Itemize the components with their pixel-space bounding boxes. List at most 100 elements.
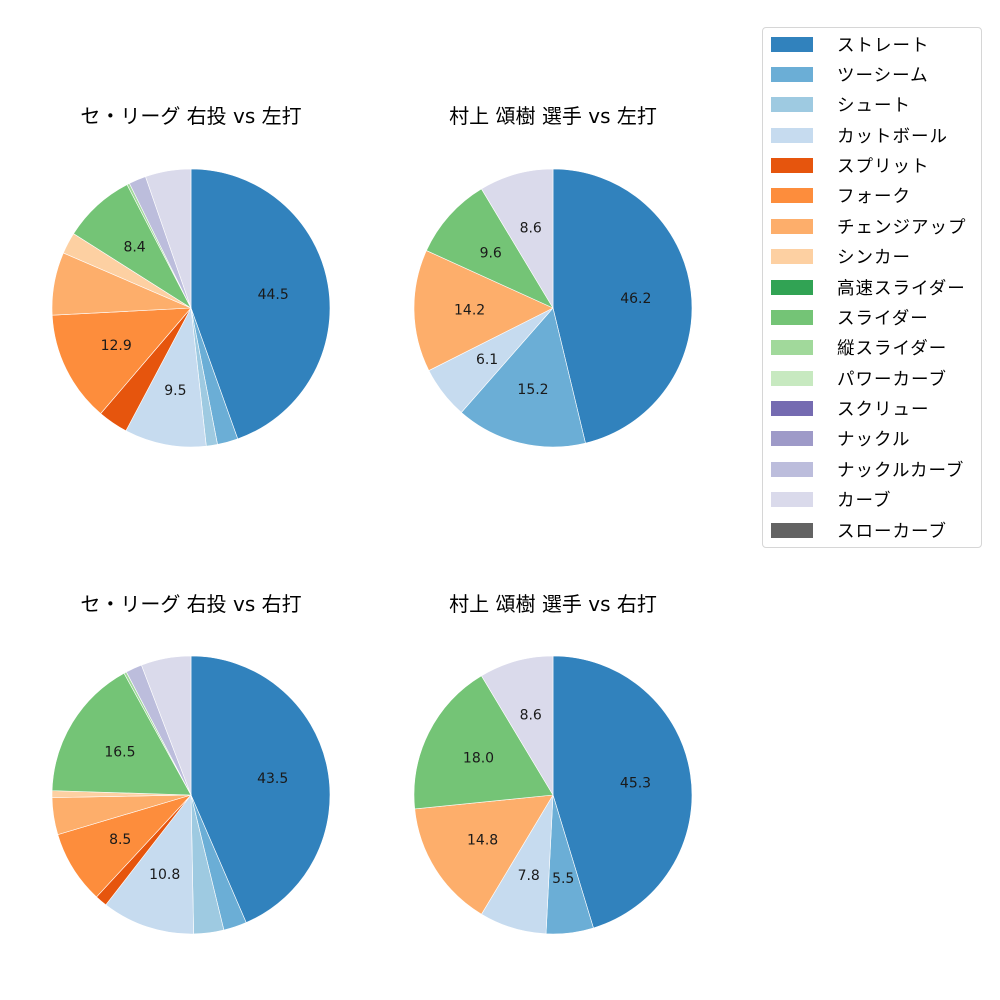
legend-swatch <box>771 339 813 355</box>
legend-label: チェンジアップ <box>837 217 967 238</box>
slice-value-label: 8.4 <box>123 240 145 256</box>
pie-chart: 43.5 10.8 8.5 16.5 <box>51 655 331 935</box>
legend-swatch <box>771 461 813 477</box>
pie-slice <box>414 794 554 915</box>
legend-label: シンカー <box>837 247 911 268</box>
legend-item: スライダー <box>771 306 929 329</box>
legend-swatch <box>771 491 813 507</box>
legend-item: シュート <box>771 93 911 116</box>
legend-item: スローカーブ <box>771 519 947 542</box>
legend-swatch <box>771 127 813 143</box>
legend-swatch <box>771 36 813 52</box>
pie-slice <box>413 675 554 810</box>
legend-item: 縦スライダー <box>771 336 948 359</box>
legend-swatch <box>771 370 813 386</box>
legend-swatch <box>771 430 813 446</box>
legend-swatch <box>771 309 813 325</box>
slice-value-label: 6.1 <box>476 352 498 368</box>
legend-item: スクリュー <box>771 397 930 420</box>
legend-label: ナックルカーブ <box>837 460 965 481</box>
legend-label: 高速スライダー <box>837 278 966 299</box>
legend-item: ツーシーム <box>771 63 929 86</box>
legend-swatch <box>771 96 813 112</box>
chart-title: 村上 頌樹 選手 vs 左打 <box>449 104 657 128</box>
pie-slice <box>190 168 331 440</box>
legend-label: ツーシーム <box>837 65 929 86</box>
pie-slice <box>125 306 207 448</box>
pie-slice <box>426 188 554 309</box>
legend-label: スローカーブ <box>837 521 947 542</box>
legend-swatch <box>771 279 813 295</box>
slice-value-label: 8.6 <box>520 221 542 237</box>
legend-label: カーブ <box>837 490 892 511</box>
slice-value-label: 14.2 <box>454 303 485 319</box>
legend-swatch <box>771 400 813 416</box>
legend-item: ナックルカーブ <box>771 458 965 481</box>
pie-chart: 45.3 5.5 7.8 14.8 18.0 8.6 <box>413 655 693 935</box>
legend-label: ナックル <box>837 429 911 450</box>
legend-label: 縦スライダー <box>837 338 948 359</box>
pie-panel-player-vs-left: 村上 頌樹 選手 vs 左打 46.2 15.2 6.1 14.2 9.6 8.6 <box>393 102 713 482</box>
pie-slice <box>51 307 192 415</box>
legend-item: 高速スライダー <box>771 276 966 299</box>
legend-swatch <box>771 66 813 82</box>
legend-label: フォーク <box>837 186 911 207</box>
chart-title: セ・リーグ 右投 vs 右打 <box>80 592 302 616</box>
legend: ストレート ツーシーム シュート カットボール スプリット フォーク チェンジア… <box>762 27 982 548</box>
slice-value-label: 18.0 <box>463 751 494 767</box>
slice-value-label: 7.8 <box>518 868 540 884</box>
pie-slice <box>481 168 554 310</box>
pie-slice <box>190 655 331 923</box>
slice-value-label: 8.6 <box>520 708 542 724</box>
legend-item: パワーカーブ <box>771 367 947 390</box>
slice-value-label: 46.2 <box>620 291 651 307</box>
legend-item: ストレート <box>771 33 930 56</box>
legend-label: カットボール <box>837 126 948 147</box>
chart-title: 村上 頌樹 選手 vs 右打 <box>449 592 657 616</box>
legend-label: ストレート <box>837 35 930 56</box>
legend-swatch <box>771 187 813 203</box>
slice-value-label: 16.5 <box>104 744 135 760</box>
legend-item: カーブ <box>771 488 892 511</box>
legend-item: ナックル <box>771 427 911 450</box>
pie-panel-league-vs-left: セ・リーグ 右投 vs 左打 44.5 9.5 12.9 8.4 <box>31 102 351 482</box>
pie-slice <box>141 655 192 796</box>
slice-value-label: 12.9 <box>101 338 132 354</box>
legend-swatch <box>771 248 813 264</box>
slice-value-label: 9.6 <box>480 246 502 262</box>
legend-label: スプリット <box>837 156 930 177</box>
legend-item: シンカー <box>771 245 911 268</box>
chart-title: セ・リーグ 右投 vs 左打 <box>80 104 302 128</box>
legend-swatch <box>771 157 813 173</box>
pie-slice <box>413 250 554 371</box>
legend-item: フォーク <box>771 184 911 207</box>
slice-value-label: 15.2 <box>517 382 548 398</box>
legend-swatch <box>771 522 813 538</box>
slice-value-label: 9.5 <box>164 383 186 399</box>
slice-value-label: 10.8 <box>149 867 180 883</box>
pie-slice <box>105 794 194 935</box>
pie-slice <box>552 655 693 929</box>
pie-slice <box>145 168 192 309</box>
slice-value-label: 43.5 <box>257 771 288 787</box>
pie-slice <box>552 168 693 444</box>
pie-chart: 46.2 15.2 6.1 14.2 9.6 8.6 <box>413 168 693 448</box>
legend-label: スライダー <box>837 308 929 329</box>
pie-panel-league-vs-right: セ・リーグ 右投 vs 右打 43.5 10.8 8.5 16.5 <box>31 590 351 970</box>
slice-value-label: 14.8 <box>467 833 498 849</box>
pie-slice <box>481 655 554 797</box>
slice-value-label: 44.5 <box>258 287 289 303</box>
legend-label: スクリュー <box>837 399 930 420</box>
pie-slice <box>51 672 192 796</box>
legend-swatch <box>771 218 813 234</box>
slice-value-label: 45.3 <box>620 776 651 792</box>
pie-chart: 44.5 9.5 12.9 8.4 <box>51 168 331 448</box>
slice-value-label: 5.5 <box>552 871 574 887</box>
pie-slice <box>460 307 586 448</box>
slice-value-label: 8.5 <box>109 832 131 848</box>
legend-item: スプリット <box>771 154 930 177</box>
pie-panel-player-vs-right: 村上 頌樹 選手 vs 右打 45.3 5.5 7.8 14.8 18.0 8.6 <box>393 590 713 970</box>
legend-label: パワーカーブ <box>837 369 947 390</box>
legend-item: チェンジアップ <box>771 215 967 238</box>
legend-item: カットボール <box>771 124 948 147</box>
